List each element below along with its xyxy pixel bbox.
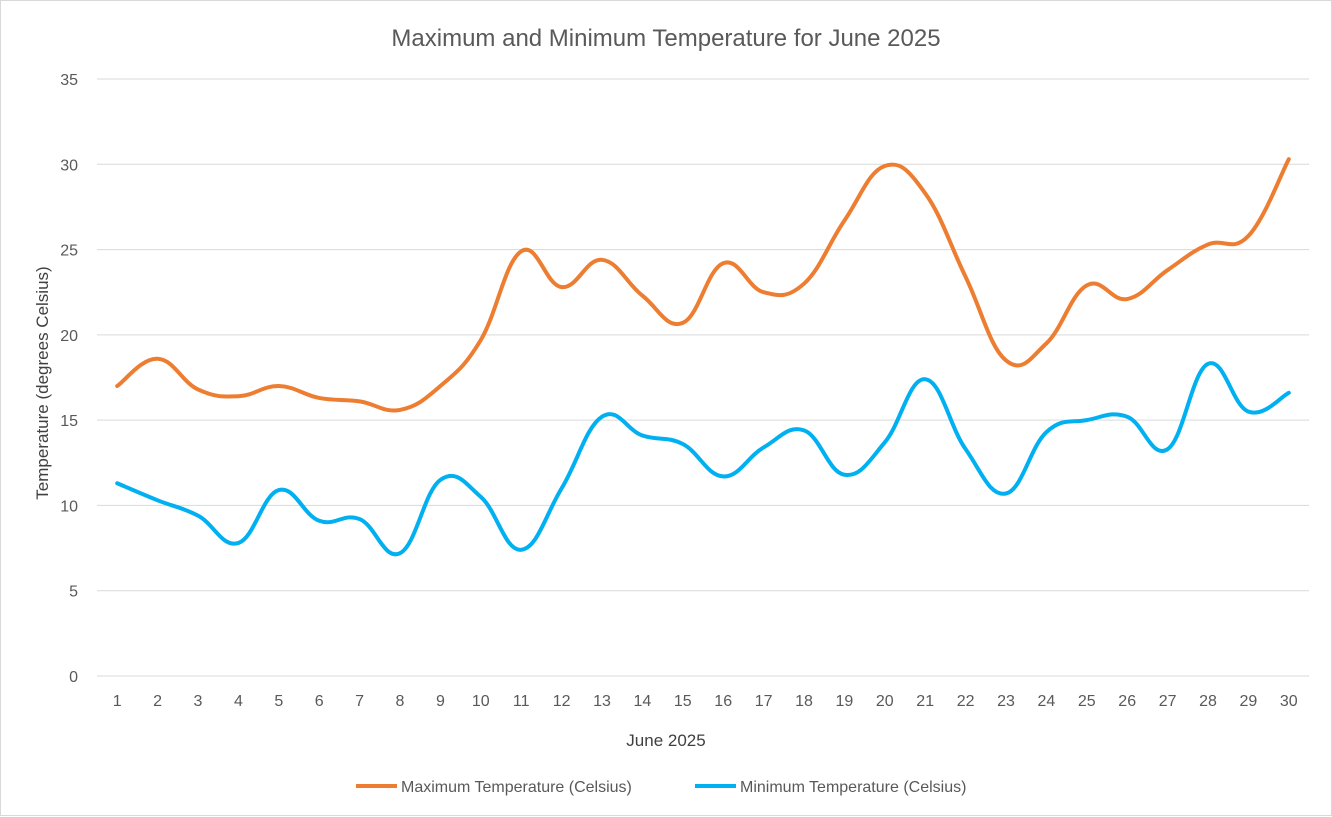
y-tick-label: 25 [60,243,78,260]
x-tick-label: 29 [1240,693,1258,710]
y-tick-label: 30 [60,157,78,174]
x-tick-label: 16 [714,693,732,710]
x-tick-label: 24 [1038,693,1056,710]
x-tick-label: 10 [472,693,490,710]
x-tick-label: 19 [836,693,854,710]
x-tick-label: 25 [1078,693,1096,710]
series-line-max [115,157,1291,413]
y-tick-label: 20 [60,328,78,345]
x-tick-label: 9 [436,693,445,710]
x-axis-label: June 2025 [626,731,705,750]
x-tick-label: 21 [916,693,934,710]
x-tick-label: 11 [513,693,530,710]
x-tick-label: 5 [274,693,283,710]
x-tick-label: 27 [1159,693,1177,710]
x-tick-label: 7 [355,693,364,710]
x-tick-label: 8 [396,693,405,710]
x-tick-label: 28 [1199,693,1217,710]
x-tick-label: 20 [876,693,894,710]
x-tick-label: 18 [795,693,813,710]
x-tick-label: 14 [634,693,652,710]
chart-title: Maximum and Minimum Temperature for June… [391,25,940,52]
x-tick-label: 3 [194,693,203,710]
legend: Maximum Temperature (Celsius) Minimum Te… [356,779,966,796]
x-tick-label: 22 [957,693,975,710]
legend-label-max: Maximum Temperature (Celsius) [401,779,632,796]
x-tick-label: 30 [1280,693,1298,710]
x-tick-label: 26 [1118,693,1136,710]
x-tick-label: 17 [755,693,773,710]
y-axis-ticks: 0 5 10 15 20 25 30 35 [60,72,78,686]
x-tick-label: 2 [153,693,162,710]
x-tick-label: 6 [315,693,324,710]
y-tick-label: 0 [69,669,78,686]
x-tick-label: 15 [674,693,692,710]
gridlines [97,78,1309,677]
legend-label-min: Minimum Temperature (Celsius) [740,779,966,796]
x-tick-label: 4 [234,693,243,710]
x-tick-label: 23 [997,693,1015,710]
y-tick-label: 15 [60,413,78,430]
series-line-min [115,361,1291,557]
x-axis-ticks: 1 2 3 4 5 6 7 8 9 10 11 12 13 14 15 16 17 18 19 20 21 22 23 24 2… [113,693,1298,710]
y-tick-label: 5 [69,584,78,601]
y-axis-label: Temperature (degrees Celsius) [33,266,52,499]
series-lines [115,157,1291,557]
x-tick-label: 1 [113,693,122,710]
y-tick-label: 10 [60,498,78,515]
x-tick-label: 13 [593,693,611,710]
x-tick-label: 12 [553,693,571,710]
y-tick-label: 35 [60,72,78,89]
